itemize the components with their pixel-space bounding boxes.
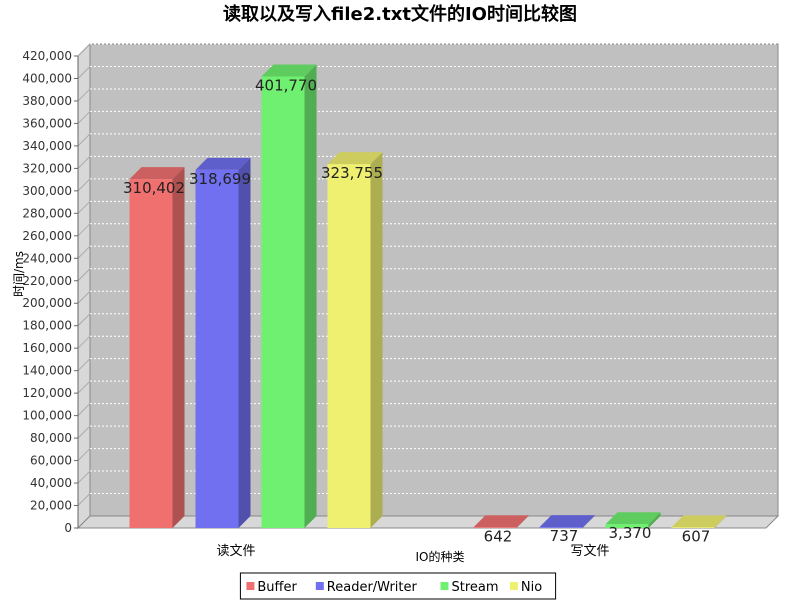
plot-left-wall: [77, 42, 91, 530]
data-label: 310,402: [123, 179, 185, 197]
x-axis-label: IO的种类: [416, 549, 465, 564]
grid-line-side: [77, 425, 91, 439]
grid-line-side: [77, 358, 91, 372]
x-tick-label: 读文件: [216, 544, 255, 559]
grid-line-side: [77, 493, 91, 506]
data-label: 737: [550, 527, 579, 545]
y-tick-label: 0: [64, 521, 72, 535]
bar-buffer: [129, 179, 173, 528]
bar-side-reader-writer: [238, 157, 251, 529]
y-axis-label: 时间/ms: [12, 251, 26, 297]
y-tick-label: 160,000: [22, 341, 72, 355]
grid-line-side: [77, 200, 91, 214]
bar-stream: [605, 524, 649, 528]
chart-title: 读取以及写入file2.txt文件的IO时间比较图: [223, 3, 577, 25]
grid-line-side: [77, 470, 91, 484]
bar-side-reader-writer: [582, 515, 595, 528]
grid-line-side: [77, 66, 91, 79]
bar-side-nio: [370, 152, 383, 528]
data-label: 642: [484, 527, 513, 545]
legend-swatch-reader-writer: [315, 582, 324, 590]
legend-box: [239, 572, 557, 600]
data-label: 3,370: [609, 524, 652, 542]
bar-top-stream: [261, 64, 317, 77]
bar-side-nio: [714, 515, 727, 528]
y-tick-label: 180,000: [22, 319, 72, 333]
data-label: 401,770: [255, 76, 317, 94]
y-tick-label: 280,000: [22, 206, 72, 220]
plot-area: 0 20,000 40,000 60,000 80,000 100,000 120,000 1…: [22, 42, 780, 559]
y-tick-label: 320,000: [22, 161, 72, 175]
legend-swatch-buffer: [246, 582, 255, 590]
bar-side-stream: [648, 512, 661, 528]
grid-line-side: [77, 43, 91, 57]
plot-floor: [76, 515, 780, 529]
bar-reader-writer: [539, 527, 583, 528]
grid-line-side: [77, 223, 91, 237]
bar-side-stream: [304, 64, 317, 528]
y-tick-label: 140,000: [22, 364, 72, 378]
grid-line-side: [77, 156, 91, 169]
grid-line-side: [77, 268, 91, 282]
grid-line-side: [77, 448, 91, 461]
y-tick-label: 20,000: [30, 499, 72, 513]
y-tick-label: 220,000: [22, 274, 72, 288]
grid-line-side: [77, 111, 91, 124]
legend-swatch-nio: [509, 582, 518, 590]
bar-top-buffer: [473, 515, 529, 528]
y-tick-label: 60,000: [30, 454, 72, 468]
grid-line-side: [77, 88, 91, 102]
data-label: 323,755: [321, 164, 383, 182]
bar-reader-writer: [195, 169, 239, 529]
bar-top-nio: [671, 515, 727, 528]
bar-top-buffer: [129, 167, 185, 180]
grid-line-side: [77, 290, 91, 304]
grid-line-side: [77, 313, 91, 327]
y-tick-label: 200,000: [22, 296, 72, 310]
plot-back-wall: [89, 43, 779, 517]
bar-buffer: [473, 527, 517, 528]
y-tick-label: 360,000: [22, 116, 72, 130]
data-label: 607: [682, 527, 711, 545]
y-tick-label: 420,000: [22, 49, 72, 63]
bar-top-nio: [327, 152, 383, 165]
legend-swatch-stream: [440, 582, 449, 590]
bar-top-reader-writer: [539, 515, 595, 528]
y-tick-label: 80,000: [30, 431, 72, 445]
grid-line-side: [77, 245, 91, 259]
x-tick-label: 写文件: [570, 544, 609, 559]
bar-nio: [327, 164, 371, 528]
y-tick-label: 340,000: [22, 139, 72, 153]
y-tick-label: 120,000: [22, 386, 72, 400]
y-tick-label: 260,000: [22, 229, 72, 243]
y-tick-label: 380,000: [22, 94, 72, 108]
bar-side-buffer: [516, 515, 529, 528]
grid-line-side: [77, 133, 91, 147]
y-tick-label: 400,000: [22, 71, 72, 85]
y-tick-label: 240,000: [22, 251, 72, 265]
y-tick-label: 100,000: [22, 409, 72, 423]
bar-nio: [671, 527, 715, 528]
legend-label: Reader/Writer: [327, 580, 418, 595]
legend-label: Nio: [521, 580, 542, 595]
grid-line-side: [77, 403, 91, 416]
legend: Buffer Reader/Writer Stream Nio: [239, 572, 557, 600]
grid-line-side: [77, 380, 91, 394]
legend-label: Stream: [452, 580, 499, 595]
bar-top-reader-writer: [195, 157, 251, 170]
grid-line-side: [77, 335, 91, 349]
y-tick-label: 40,000: [30, 476, 72, 490]
legend-label: Buffer: [257, 580, 297, 595]
bar-stream: [261, 76, 305, 528]
grid-line-side: [77, 178, 91, 192]
bar-side-buffer: [172, 167, 185, 528]
bar-top-stream: [605, 512, 661, 525]
data-label: 318,699: [189, 170, 251, 188]
y-tick-label: 300,000: [22, 184, 72, 198]
